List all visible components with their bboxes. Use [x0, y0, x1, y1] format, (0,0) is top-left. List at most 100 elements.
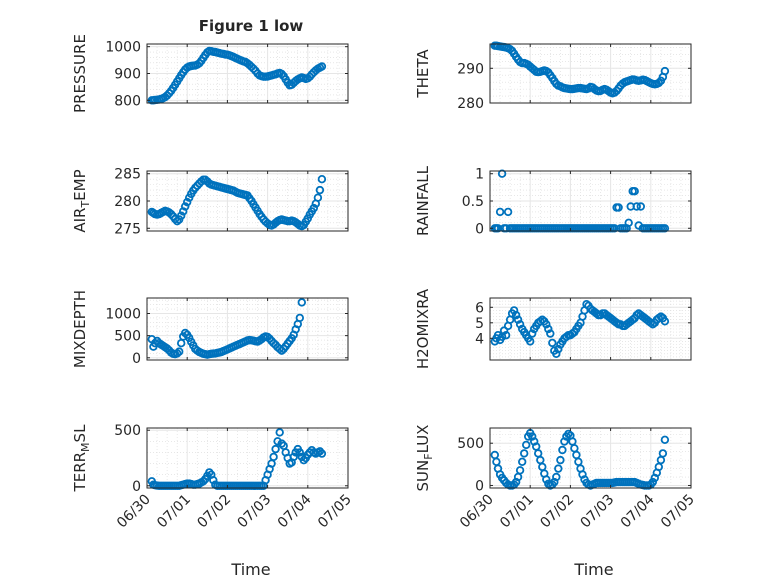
y-tick-label: 500 — [457, 436, 484, 452]
data-point — [313, 193, 323, 202]
data-point — [518, 457, 527, 466]
x-tick-label: 07/05 — [315, 492, 355, 532]
data-point — [249, 64, 258, 73]
subplot-2: 280 290 THETA — [414, 41, 692, 112]
y-tick-label: 900 — [114, 67, 141, 83]
axes-box — [489, 427, 692, 489]
y-axis-label-5: MIXDEPTH — [71, 290, 89, 368]
y-tick-label: 280 — [457, 96, 484, 112]
y-tick-label: 500 — [114, 423, 141, 439]
data-point — [317, 449, 327, 458]
x-axis-label-left: Time — [230, 560, 270, 579]
data-point — [511, 310, 521, 320]
data-point — [297, 298, 306, 307]
x-tick-label: 07/03 — [578, 492, 618, 532]
data-point — [309, 203, 318, 213]
y-tick-label: 4 — [475, 331, 484, 347]
axes-box — [146, 297, 349, 361]
y-tick-label: 5 — [475, 316, 484, 332]
data-point — [176, 211, 186, 220]
y-tick-label: 1000 — [105, 307, 141, 323]
subplot-4: 0 0.5 1 RAINFALL — [414, 165, 692, 237]
y-axis-label-8: SUNFLUX — [414, 425, 435, 492]
y-tick-label: 0 — [475, 478, 484, 494]
y-axis-label-2: THETA — [414, 49, 432, 99]
subplot-7: 0 500 TERRMSL 06/30 07/01 07/02 07/03 07/04 07/0… — [71, 423, 355, 531]
data-point — [614, 203, 623, 212]
data-point — [515, 466, 525, 475]
figure-title: Figure 1 low — [199, 17, 304, 35]
y-axis-label-4: RAINFALL — [414, 165, 432, 236]
subplot-1: 800 900 1000 PRESSURE — [71, 34, 349, 113]
data-point — [295, 448, 304, 457]
x-tick-label: 07/05 — [658, 492, 698, 532]
subplot-6: 456 H2OMIXRA — [414, 288, 692, 369]
y-axis-label-6: H2OMIXRA — [414, 288, 432, 369]
y-axis-label-7: TERRMSL — [71, 424, 92, 493]
y-tick-label: 290 — [457, 61, 484, 77]
data-point — [315, 185, 325, 195]
axes-box — [146, 427, 349, 489]
y-tick-label: 1000 — [105, 40, 141, 56]
subplot-8: 0 500 SUNFLUX 06/30 07/01 07/02 07/03 07/04 07/0… — [414, 425, 698, 532]
data-point — [499, 326, 509, 335]
data-point — [180, 328, 190, 338]
data-point — [522, 440, 531, 450]
data-point — [660, 66, 670, 76]
x-tick-label: 07/01 — [154, 492, 194, 532]
y-tick-label: 6 — [475, 300, 484, 316]
data-point — [546, 329, 555, 338]
axes-box — [489, 297, 692, 361]
data-point — [289, 452, 298, 462]
y-tick-label: 0 — [475, 221, 484, 237]
x-tick-label: 07/03 — [235, 492, 275, 532]
data-point — [648, 477, 657, 487]
data-point — [554, 344, 563, 354]
y-tick-label: 0 — [132, 479, 141, 495]
data-point — [317, 62, 327, 71]
x-tick-label: 07/02 — [537, 492, 577, 532]
x-tick-label: 07/01 — [497, 492, 537, 532]
data-point — [209, 476, 218, 485]
data-point — [548, 338, 557, 348]
subplot-5: 0 500 1000 MIXDEPTH — [71, 290, 349, 368]
x-tick-label: 07/04 — [618, 491, 658, 531]
data-point — [275, 428, 284, 437]
data-point — [624, 218, 633, 227]
data-point — [544, 324, 553, 334]
data-point — [501, 331, 511, 340]
data-point — [632, 202, 641, 211]
data-point — [182, 197, 192, 207]
x-tick-label: 06/30 — [114, 492, 154, 532]
y-axis-label-3: AIRTEMP — [71, 169, 92, 232]
data-point — [654, 78, 663, 88]
y-tick-label: 275 — [114, 221, 141, 237]
data-point — [542, 475, 551, 484]
data-point — [660, 317, 670, 326]
data-point — [552, 349, 561, 358]
data-point — [513, 315, 523, 324]
data-point — [554, 464, 563, 473]
data-point — [180, 202, 190, 211]
data-point — [558, 445, 567, 455]
data-point — [271, 444, 280, 454]
y-axis-label-1: PRESSURE — [71, 34, 89, 113]
data-point — [503, 207, 513, 217]
data-point — [552, 472, 561, 482]
data-point — [317, 174, 327, 184]
y-tick-label: 0 — [132, 351, 141, 367]
axes-box — [489, 43, 692, 104]
data-point — [509, 306, 519, 315]
data-point — [269, 452, 278, 462]
data-point — [660, 224, 670, 233]
data-point — [172, 349, 182, 358]
data-point — [526, 337, 535, 346]
data-point — [497, 169, 507, 178]
subplot-3: 275 280 285 AIRTEMP — [71, 167, 349, 237]
y-tick-label: 500 — [114, 329, 141, 345]
data-point — [495, 207, 505, 217]
y-tick-label: 1 — [475, 167, 484, 183]
data-point — [542, 320, 551, 329]
